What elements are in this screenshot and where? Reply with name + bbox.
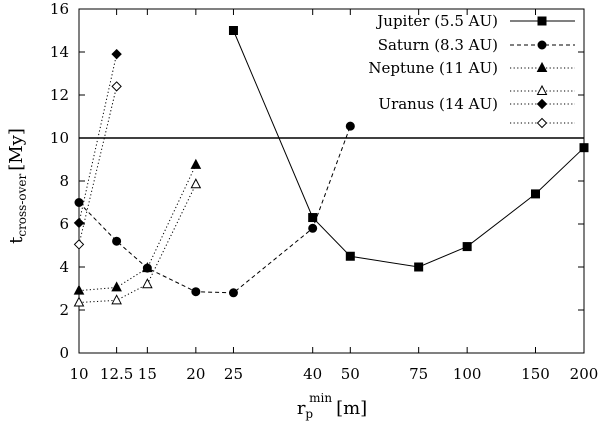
x-tick-label: 75 — [409, 365, 428, 383]
data-point — [73, 217, 85, 229]
data-point — [74, 198, 84, 207]
legend-marker — [537, 16, 547, 26]
x-tick-label: 100 — [453, 365, 482, 383]
y-tick-label: 0 — [59, 344, 69, 362]
x-axis-label: rpmin [m] — [297, 391, 367, 421]
series-line — [78, 184, 197, 303]
data-point — [345, 251, 355, 261]
data-point — [462, 242, 472, 252]
series-1 — [74, 121, 355, 298]
y-tick-label: 12 — [50, 86, 69, 104]
legend-marker — [536, 84, 548, 95]
x-tick-label: 25 — [224, 365, 243, 383]
series-3 — [73, 178, 202, 307]
data-point — [73, 284, 85, 295]
series-line — [78, 86, 118, 245]
data-point — [414, 262, 424, 272]
series-line — [78, 54, 118, 224]
data-point — [111, 281, 122, 292]
legend-label: Uranus (14 AU) — [378, 95, 498, 113]
legend-marker — [536, 117, 548, 129]
data-point — [308, 213, 318, 223]
data-point — [190, 178, 202, 189]
data-point — [142, 278, 153, 289]
y-tick-label: 8 — [59, 172, 69, 190]
series-5 — [73, 81, 122, 250]
data-point — [579, 143, 589, 153]
y-tick-label: 4 — [59, 258, 69, 276]
x-tick-label: 12.5 — [100, 365, 133, 383]
series-4 — [73, 48, 122, 229]
data-point — [308, 223, 318, 233]
data-point — [345, 121, 355, 131]
data-point — [112, 236, 122, 246]
legend: Jupiter (5.5 AU) Saturn (8.3 AU) Neptune (… — [368, 12, 575, 129]
data-point — [73, 239, 85, 250]
legend-marker — [536, 98, 548, 110]
y-axis-label: tcross-over[My] — [6, 128, 29, 244]
y-tick-label: 2 — [59, 301, 69, 319]
data-point — [191, 287, 201, 297]
y-tick-label: 10 — [50, 129, 69, 147]
legend-marker — [536, 61, 548, 72]
legend-label: Saturn (8.3 AU) — [378, 36, 498, 54]
x-tick-label: 50 — [341, 365, 360, 383]
legend-label: Jupiter (5.5 AU) — [375, 12, 498, 30]
legend-marker — [537, 40, 547, 50]
data-point — [111, 48, 122, 60]
plot-frame — [78, 8, 585, 354]
y-tick-label: 16 — [50, 0, 69, 18]
series-0 — [228, 26, 589, 272]
x-tick-label: 15 — [138, 365, 157, 383]
x-tick-label: 40 — [303, 365, 322, 383]
data-point — [111, 81, 122, 92]
x-tick-label: 10 — [69, 365, 88, 383]
series-2 — [73, 158, 202, 295]
y-tick-label: 6 — [59, 215, 69, 233]
y-tick-label: 14 — [50, 43, 69, 61]
data-point — [142, 262, 153, 273]
series-line — [78, 164, 197, 292]
x-tick-label: 150 — [521, 365, 550, 383]
data-point — [228, 26, 238, 35]
data-point — [73, 296, 85, 307]
data-point — [111, 294, 122, 305]
data-point — [190, 158, 202, 169]
x-tick-label: 200 — [570, 365, 599, 383]
data-point — [228, 288, 238, 298]
x-tick-label: 20 — [186, 365, 205, 383]
data-point — [531, 189, 541, 199]
legend-label: Neptune (11 AU) — [368, 59, 498, 77]
